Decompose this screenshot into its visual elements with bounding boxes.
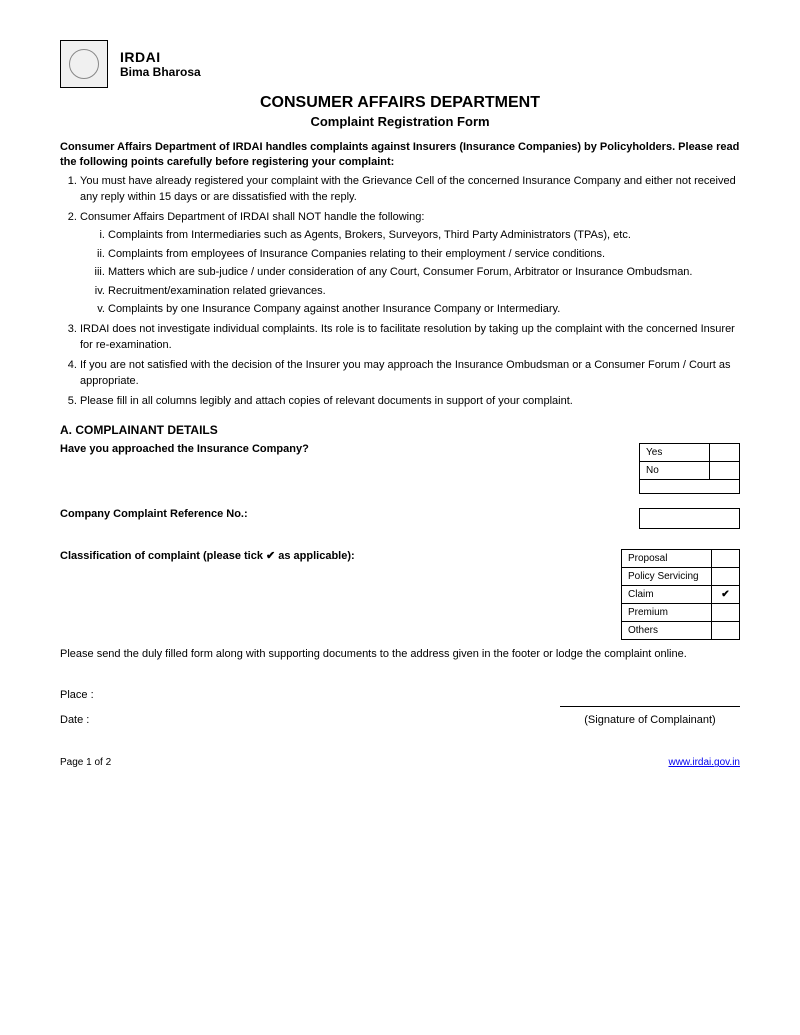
place-label: Place : bbox=[60, 689, 94, 701]
ref-box-table bbox=[639, 508, 740, 529]
instruction-sublist: Complaints from Intermediaries such as A… bbox=[80, 227, 740, 318]
signature-label: (Signature of Complainant) bbox=[560, 709, 740, 731]
class-option: Claim bbox=[622, 586, 712, 604]
yesno-table: Yes No bbox=[639, 443, 740, 494]
yesno-spacer bbox=[640, 480, 740, 494]
instruction-item: IRDAI does not investigate individual co… bbox=[80, 321, 740, 354]
signature-line[interactable] bbox=[560, 706, 740, 707]
page-footer: Page 1 of 2 www.irdai.gov.in bbox=[60, 757, 740, 768]
class-tick-box[interactable] bbox=[712, 568, 740, 586]
logo-icon bbox=[60, 40, 108, 88]
instruction-sub-lead: Consumer Affairs Department of IRDAI sha… bbox=[80, 211, 424, 223]
instruction-subitem: Complaints by one Insurance Company agai… bbox=[108, 301, 740, 318]
header-row: IRDAI Bima Bharosa bbox=[60, 40, 740, 88]
class-tick-box[interactable] bbox=[712, 550, 740, 568]
section-a-title: A. COMPLAINANT DETAILS bbox=[60, 423, 740, 437]
instructions-lead: Consumer Affairs Department of IRDAI han… bbox=[60, 140, 740, 171]
instruction-item: Consumer Affairs Department of IRDAI sha… bbox=[80, 209, 740, 318]
instruction-item: You must have already registered your co… bbox=[80, 173, 740, 206]
instruction-subitem: Matters which are sub-judice / under con… bbox=[108, 264, 740, 281]
footer-page: Page 1 of 2 bbox=[60, 757, 111, 768]
class-option: Policy Servicing bbox=[622, 568, 712, 586]
class-label: Classification of complaint (please tick… bbox=[60, 549, 601, 562]
instruction-subitem: Recruitment/examination related grievanc… bbox=[108, 283, 740, 300]
instruction-subitem: Complaints from Intermediaries such as A… bbox=[108, 227, 740, 244]
class-option: Others bbox=[622, 622, 712, 640]
question-approached: Have you approached the Insurance Compan… bbox=[60, 443, 619, 455]
ref-label: Company Complaint Reference No.: bbox=[60, 508, 619, 520]
yes-label: Yes bbox=[640, 444, 710, 462]
page-title: CONSUMER AFFAIRS DEPARTMENT bbox=[60, 94, 740, 112]
date-label: Date : bbox=[60, 714, 89, 726]
instruction-item: If you are not satisfied with the decisi… bbox=[80, 357, 740, 390]
classification-table: Proposal Policy Servicing Claim ✔ Premiu… bbox=[621, 549, 740, 640]
brand-sub: Bima Bharosa bbox=[120, 65, 201, 79]
page-subtitle: Complaint Registration Form bbox=[60, 114, 740, 129]
instructions-list: You must have already registered your co… bbox=[60, 173, 740, 410]
yes-box[interactable] bbox=[710, 444, 740, 462]
class-tick-box[interactable] bbox=[712, 604, 740, 622]
class-option: Premium bbox=[622, 604, 712, 622]
instruction-subitem: Complaints from employees of Insurance C… bbox=[108, 246, 740, 263]
class-option: Proposal bbox=[622, 550, 712, 568]
footer-link[interactable]: www.irdai.gov.in bbox=[668, 757, 740, 768]
signature-block: Place : Date : (Signature of Complainant… bbox=[60, 684, 740, 731]
class-tick-box-checked[interactable]: ✔ bbox=[712, 586, 740, 604]
no-box[interactable] bbox=[710, 462, 740, 480]
instruction-item: Please fill in all columns legibly and a… bbox=[80, 393, 740, 410]
ref-input-box[interactable] bbox=[640, 509, 740, 529]
class-tick-box[interactable] bbox=[712, 622, 740, 640]
form-note: Please send the duly filled form along w… bbox=[60, 648, 740, 660]
brand-name: IRDAI bbox=[120, 49, 201, 65]
no-label: No bbox=[640, 462, 710, 480]
